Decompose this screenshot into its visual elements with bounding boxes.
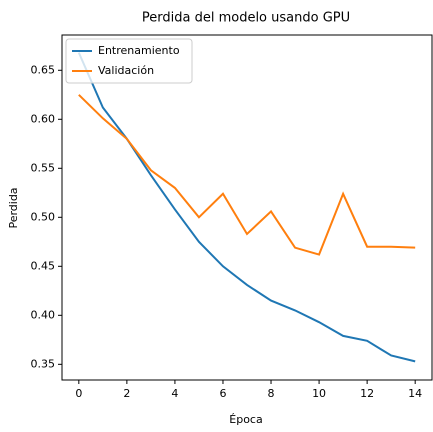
y-axis-label: Perdida bbox=[7, 187, 20, 228]
legend-label: Validación bbox=[98, 64, 154, 77]
x-tick-label: 14 bbox=[408, 387, 422, 400]
plot-frame bbox=[61, 34, 433, 381]
y-tick-label: 0.60 bbox=[31, 112, 56, 125]
legend-label: Entrenamiento bbox=[98, 44, 180, 57]
y-tick-label: 0.50 bbox=[31, 210, 56, 223]
x-tick-label: 4 bbox=[171, 387, 178, 400]
y-tick-label: 0.55 bbox=[31, 161, 56, 174]
x-tick-label: 8 bbox=[268, 387, 275, 400]
x-tick-label: 12 bbox=[360, 387, 374, 400]
chart-title: Perdida del modelo usando GPU bbox=[142, 11, 350, 26]
x-axis-label: Época bbox=[229, 413, 262, 426]
x-tick-label: 6 bbox=[219, 387, 226, 400]
line-series bbox=[77, 52, 416, 363]
legend-box bbox=[65, 38, 193, 84]
y-tick-label: 0.40 bbox=[31, 308, 56, 321]
y-tick-label: 0.45 bbox=[31, 259, 56, 272]
x-tick-label: 0 bbox=[75, 387, 82, 400]
x-tick-label: 2 bbox=[123, 387, 130, 400]
x-tick-label: 10 bbox=[312, 387, 326, 400]
y-tick-label: 0.35 bbox=[31, 357, 56, 370]
y-tick-label: 0.65 bbox=[31, 63, 56, 76]
line-series bbox=[78, 94, 416, 256]
